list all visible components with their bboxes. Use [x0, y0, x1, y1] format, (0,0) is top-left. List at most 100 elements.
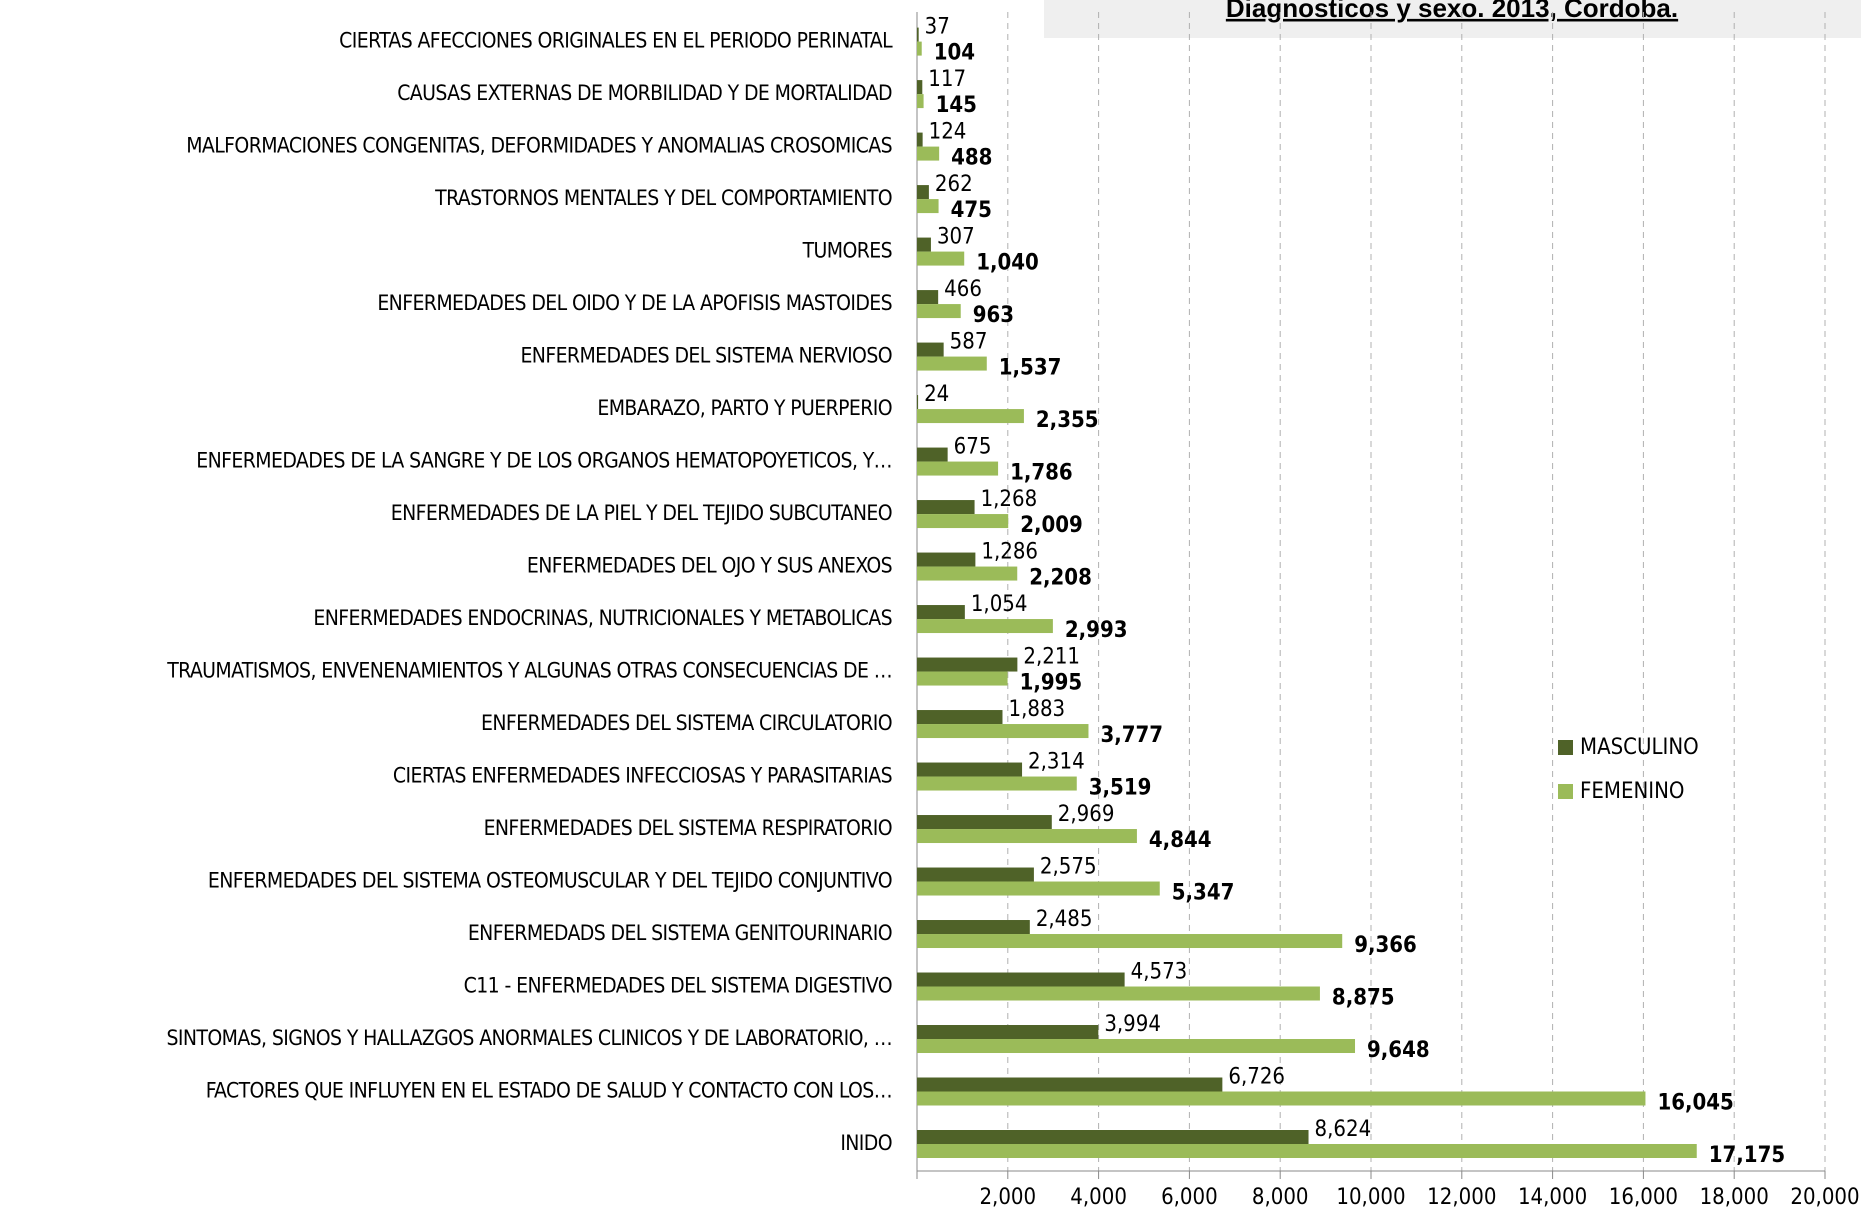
bar [917, 619, 1053, 634]
title-box [1044, 0, 1861, 38]
y-tick-label: TRASTORNOS MENTALES Y DEL COMPORTAMIENTO [434, 186, 892, 210]
bar [917, 934, 1343, 949]
data-label: 117 [928, 67, 966, 92]
legend-label: FEMENINO [1580, 779, 1685, 804]
data-label: 3,777 [1100, 723, 1163, 748]
data-label: 1,786 [1010, 461, 1073, 486]
y-tick-label: INIDO [840, 1131, 892, 1155]
data-label: 124 [929, 120, 967, 145]
x-tick-label: 2,000 [979, 1185, 1036, 1210]
bar [917, 972, 1125, 987]
y-tick-label: ENFERMEDADS DEL SISTEMA GENITOURINARIO [468, 921, 892, 945]
x-tick-label: 14,000 [1518, 1185, 1587, 1210]
data-label: 1,883 [1008, 697, 1065, 722]
bar [917, 146, 940, 161]
bar [917, 1077, 1223, 1092]
bar [917, 185, 929, 200]
bar [917, 710, 1003, 725]
data-label: 8,624 [1315, 1117, 1372, 1142]
data-label: 963 [973, 303, 1014, 328]
data-label: 2,208 [1029, 566, 1092, 591]
y-tick-label: CIERTAS ENFERMEDADES INFECCIOSAS Y PARAS… [393, 764, 892, 788]
bar [917, 461, 999, 476]
bar [917, 409, 1024, 424]
data-label: 2,009 [1020, 513, 1083, 538]
bar [917, 776, 1077, 791]
chart-title: Diagnosticos y sexo. 2013, Cordoba. [1226, 0, 1678, 23]
bar [917, 132, 923, 147]
data-label: 145 [936, 93, 977, 118]
y-tick-label: EMBARAZO, PARTO Y PUERPERIO [597, 396, 892, 420]
x-tick-label: 10,000 [1336, 1185, 1405, 1210]
y-tick-label: SINTOMAS, SIGNOS Y HALLAZGOS ANORMALES C… [167, 1026, 892, 1050]
bar [917, 94, 924, 109]
data-label: 307 [937, 225, 975, 250]
data-label: 2,211 [1023, 645, 1080, 670]
data-label: 488 [951, 146, 992, 171]
bar [917, 920, 1030, 935]
x-tick-label: 16,000 [1609, 1185, 1678, 1210]
data-label: 5,347 [1172, 881, 1235, 906]
y-tick-label: ENFERMEDADES DEL SISTEMA NERVIOSO [520, 344, 892, 368]
data-label: 9,648 [1367, 1038, 1430, 1063]
bar [917, 1091, 1646, 1106]
y-tick-label: ENFERMEDADES DEL OJO Y SUS ANEXOS [527, 554, 892, 578]
y-tick-label: FACTORES QUE INFLUYEN EN EL ESTADO DE SA… [206, 1079, 892, 1103]
bar [917, 829, 1137, 844]
y-tick-label: ENFERMEDADES DEL SISTEMA OSTEOMUSCULAR Y… [208, 869, 892, 893]
bar [917, 1144, 1697, 1158]
data-label: 262 [935, 172, 973, 197]
bar [917, 724, 1089, 739]
bar [917, 762, 1023, 777]
bar [917, 290, 939, 305]
data-label: 1,537 [999, 356, 1062, 381]
bar [917, 447, 948, 462]
y-tick-label: TRAUMATISMOS, ENVENENAMIENTOS Y ALGUNAS … [166, 659, 892, 683]
bar [917, 199, 939, 214]
bar [917, 304, 961, 319]
legend-swatch [1558, 784, 1573, 799]
bar [917, 41, 922, 56]
data-label: 4,573 [1131, 960, 1188, 985]
x-tick-label: 18,000 [1700, 1185, 1769, 1210]
bar [917, 657, 1018, 672]
bar [917, 552, 976, 567]
data-label: 675 [954, 435, 992, 460]
bar [917, 80, 923, 95]
data-label: 37 [925, 15, 950, 40]
data-label: 1,268 [981, 487, 1038, 512]
data-label: 2,485 [1036, 907, 1093, 932]
data-label: 2,993 [1065, 618, 1128, 643]
data-label: 6,726 [1228, 1065, 1285, 1090]
legend-label: MASCULINO [1580, 735, 1699, 760]
y-tick-label: TUMORES [802, 239, 892, 263]
y-tick-label: MALFORMACIONES CONGENITAS, DEFORMIDADES … [186, 134, 892, 158]
bar [917, 815, 1052, 830]
data-label: 104 [934, 41, 975, 66]
x-tick-label: 8,000 [1252, 1185, 1309, 1210]
x-tick-label: 20,000 [1790, 1185, 1859, 1210]
data-label: 466 [944, 277, 982, 302]
bar [917, 881, 1160, 896]
legend-swatch [1558, 740, 1573, 755]
data-label: 8,875 [1332, 986, 1395, 1011]
y-tick-label: CIERTAS AFECCIONES ORIGINALES EN EL PERI… [339, 29, 893, 53]
bar [917, 867, 1034, 882]
bar [917, 342, 944, 357]
y-tick-label: ENFERMEDADES DEL SISTEMA RESPIRATORIO [484, 816, 892, 840]
bar [917, 237, 931, 252]
bar [917, 356, 987, 371]
y-tick-label: ENFERMEDADES ENDOCRINAS, NUTRICIONALES Y… [313, 606, 892, 630]
data-label: 2,314 [1028, 750, 1085, 775]
y-tick-label: ENFERMEDADES DEL SISTEMA CIRCULATORIO [481, 711, 892, 735]
x-tick-label: 4,000 [1070, 1185, 1127, 1210]
data-label: 9,366 [1354, 933, 1417, 958]
data-label: 587 [950, 330, 988, 355]
bar [917, 251, 965, 266]
y-tick-label: ENFERMEDADES DE LA SANGRE Y DE LOS ORGAN… [196, 449, 892, 473]
bar [917, 1130, 1309, 1144]
bar [917, 605, 965, 620]
y-tick-label: C11 - ENFERMEDADES DEL SISTEMA DIGESTIVO [464, 974, 892, 998]
bar [917, 514, 1009, 529]
